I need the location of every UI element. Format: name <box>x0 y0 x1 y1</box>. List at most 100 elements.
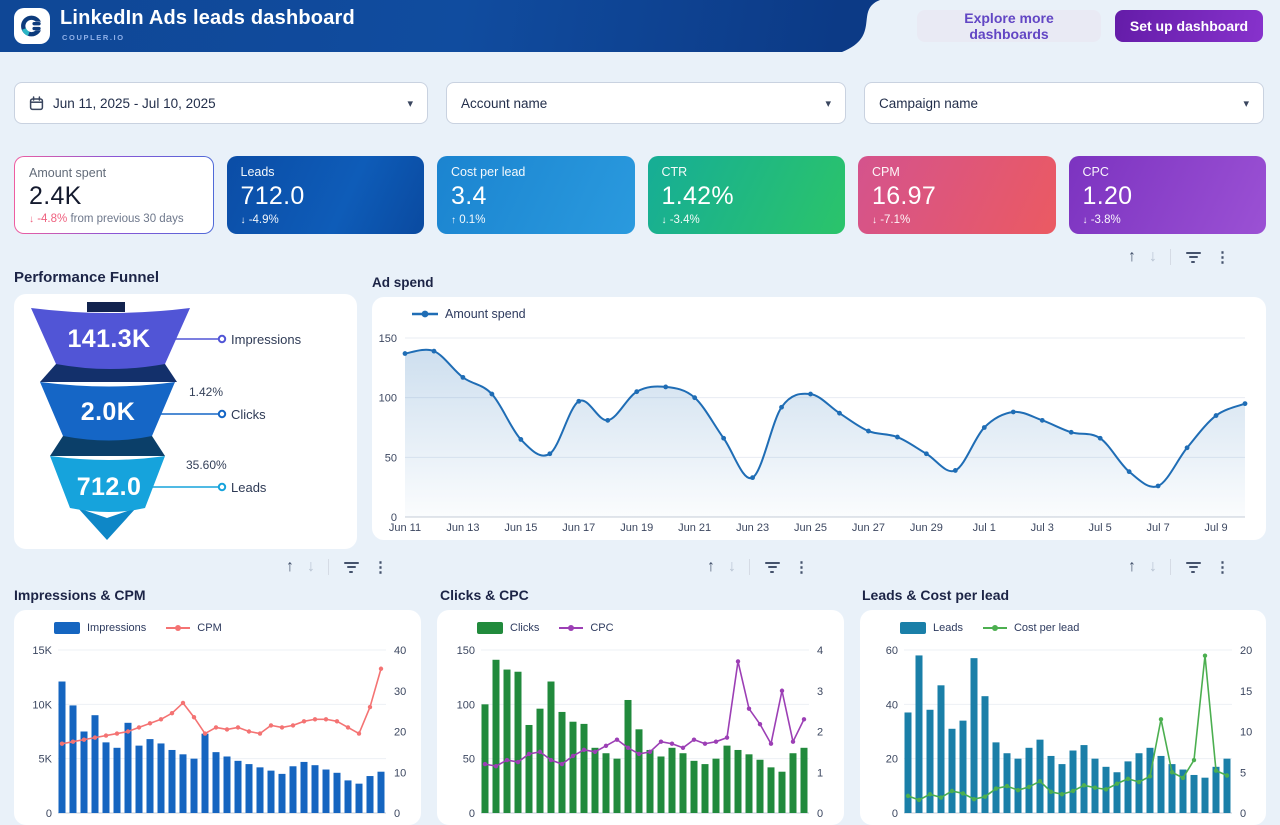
filter-icon[interactable] <box>1184 561 1202 573</box>
y-axis-tick: 50 <box>385 452 397 464</box>
kpi-delta-note: from previous 30 days <box>70 213 184 225</box>
coupler-logo-icon <box>21 15 44 37</box>
data-point <box>1213 768 1219 773</box>
more-options-icon[interactable]: ⋮ <box>1215 559 1230 576</box>
more-options-icon[interactable]: ⋮ <box>373 559 388 576</box>
date-range-filter[interactable]: Jun 11, 2025 - Jul 10, 2025 ▾ <box>14 82 428 124</box>
right-axis-tick: 2 <box>817 727 823 739</box>
data-point <box>971 796 977 802</box>
area-fill <box>405 349 1245 517</box>
right-axis-tick: 0 <box>394 808 400 820</box>
header-background <box>0 0 836 52</box>
data-point <box>224 727 230 732</box>
adspend-chart-card[interactable]: 0 50 100 150 Jun 11 Jun 13 Jun 15 Jun 17 Jun 19 J… <box>372 297 1266 540</box>
line-legend-icon <box>982 625 1007 631</box>
x-axis-tick: Jun 27 <box>852 522 885 534</box>
data-point <box>1097 435 1103 441</box>
x-axis-tick: Jul 1 <box>973 522 996 534</box>
bar <box>223 756 231 813</box>
data-point <box>625 745 631 750</box>
x-axis-tick: Jun 13 <box>446 522 479 534</box>
kpi-delta: ↑ 0.1% <box>451 214 621 226</box>
bar <box>179 754 187 813</box>
bar <box>311 765 319 813</box>
data-point <box>547 451 553 457</box>
move-up-icon[interactable]: ↑ <box>707 558 715 575</box>
data-point <box>1103 787 1109 792</box>
leads-cpl-card[interactable]: 0 20 40 60 0 5 10 15 20 Leads Cost per lead <box>860 610 1266 825</box>
data-point <box>779 404 784 410</box>
explore-dashboards-button[interactable]: Explore more dashboards <box>917 10 1101 42</box>
data-point <box>1015 787 1021 793</box>
move-up-icon[interactable]: ↑ <box>1128 248 1136 265</box>
coupler-logo[interactable] <box>14 8 50 44</box>
bar <box>157 743 165 813</box>
chevron-down-icon: ▾ <box>407 97 413 110</box>
kpi-value: 3.4 <box>451 182 487 210</box>
data-point <box>634 389 640 395</box>
bar <box>646 749 654 813</box>
move-down-icon[interactable]: ↓ <box>1149 558 1157 575</box>
legend-label: Impressions <box>87 622 147 634</box>
campaign-name-filter[interactable]: Campaign name ▾ <box>864 82 1264 124</box>
data-point <box>431 348 437 354</box>
data-point <box>290 723 296 728</box>
move-up-icon[interactable]: ↑ <box>1128 558 1136 575</box>
bar <box>1003 753 1011 813</box>
setup-dashboard-button[interactable]: Set up dashboard <box>1115 10 1263 42</box>
data-point <box>235 725 241 730</box>
impressions-cpm-card[interactable]: 0 5K 10K 15K 0 10 20 30 40 Impressions CPM <box>14 610 421 825</box>
filter-icon[interactable] <box>763 561 781 573</box>
line-legend-icon <box>559 625 584 631</box>
line-legend-icon <box>412 310 438 318</box>
more-options-icon[interactable]: ⋮ <box>1215 249 1230 266</box>
clicks-cpc-chart[interactable]: 0 50 100 150 0 1 2 3 4 <box>437 610 844 825</box>
funnel-stage-impressions <box>31 308 190 369</box>
move-down-icon[interactable]: ↓ <box>1149 248 1157 265</box>
top-bar: LinkedIn Ads leads dashboard COUPLER.IO … <box>0 0 1280 52</box>
data-point <box>923 451 929 457</box>
bar <box>1124 761 1132 813</box>
filter-icon[interactable] <box>1184 251 1202 263</box>
bar <box>168 749 176 813</box>
data-point <box>1092 785 1098 790</box>
bar <box>1058 764 1066 813</box>
data-point <box>460 374 466 380</box>
data-point <box>279 725 285 730</box>
data-point <box>147 721 153 726</box>
data-point <box>949 788 955 794</box>
data-point <box>59 741 65 746</box>
clicks-cpc-card[interactable]: 0 50 100 150 0 1 2 3 4 Clicks CPC <box>437 610 844 825</box>
left-axis-tick: 20 <box>886 754 898 766</box>
filter-icon[interactable] <box>342 561 360 573</box>
x-axis-tick: Jun 17 <box>562 522 595 534</box>
data-point <box>663 384 669 390</box>
data-point <box>191 715 197 720</box>
account-name-filter[interactable]: Account name ▾ <box>446 82 846 124</box>
left-axis-tick: 50 <box>463 754 475 766</box>
bar <box>613 758 621 813</box>
leads-cpl-chart[interactable]: 0 20 40 60 0 5 10 15 20 <box>860 610 1266 825</box>
more-options-icon[interactable]: ⋮ <box>794 559 809 576</box>
data-point <box>680 745 686 750</box>
funnel-value-clicks: 2.0K <box>80 398 136 426</box>
move-down-icon[interactable]: ↓ <box>728 558 736 575</box>
adspend-chart[interactable]: 0 50 100 150 Jun 11 Jun 13 Jun 15 Jun 17 Jun 19 J… <box>372 297 1266 540</box>
x-axis-tick: Jul 7 <box>1146 522 1169 534</box>
bar-legend-icon <box>54 622 80 634</box>
impressions-cpm-chart[interactable]: 0 5K 10K 15K 0 10 20 30 40 <box>14 610 421 825</box>
impressions-cpm-legend: Impressions CPM <box>54 622 222 634</box>
data-point <box>1125 776 1131 781</box>
campaign-name-value: Campaign name <box>879 95 979 111</box>
data-point <box>70 739 76 744</box>
move-down-icon[interactable]: ↓ <box>307 558 315 575</box>
bar <box>756 759 764 813</box>
bar <box>547 681 555 813</box>
performance-funnel-card[interactable]: 141.3K 2.0K 712.0 Impressions 1.42% Clic… <box>14 294 357 549</box>
move-up-icon[interactable]: ↑ <box>286 558 294 575</box>
data-point <box>1037 779 1043 784</box>
bar <box>245 764 253 813</box>
data-point <box>1004 783 1010 789</box>
down-arrow-icon: ↓ <box>661 215 667 226</box>
